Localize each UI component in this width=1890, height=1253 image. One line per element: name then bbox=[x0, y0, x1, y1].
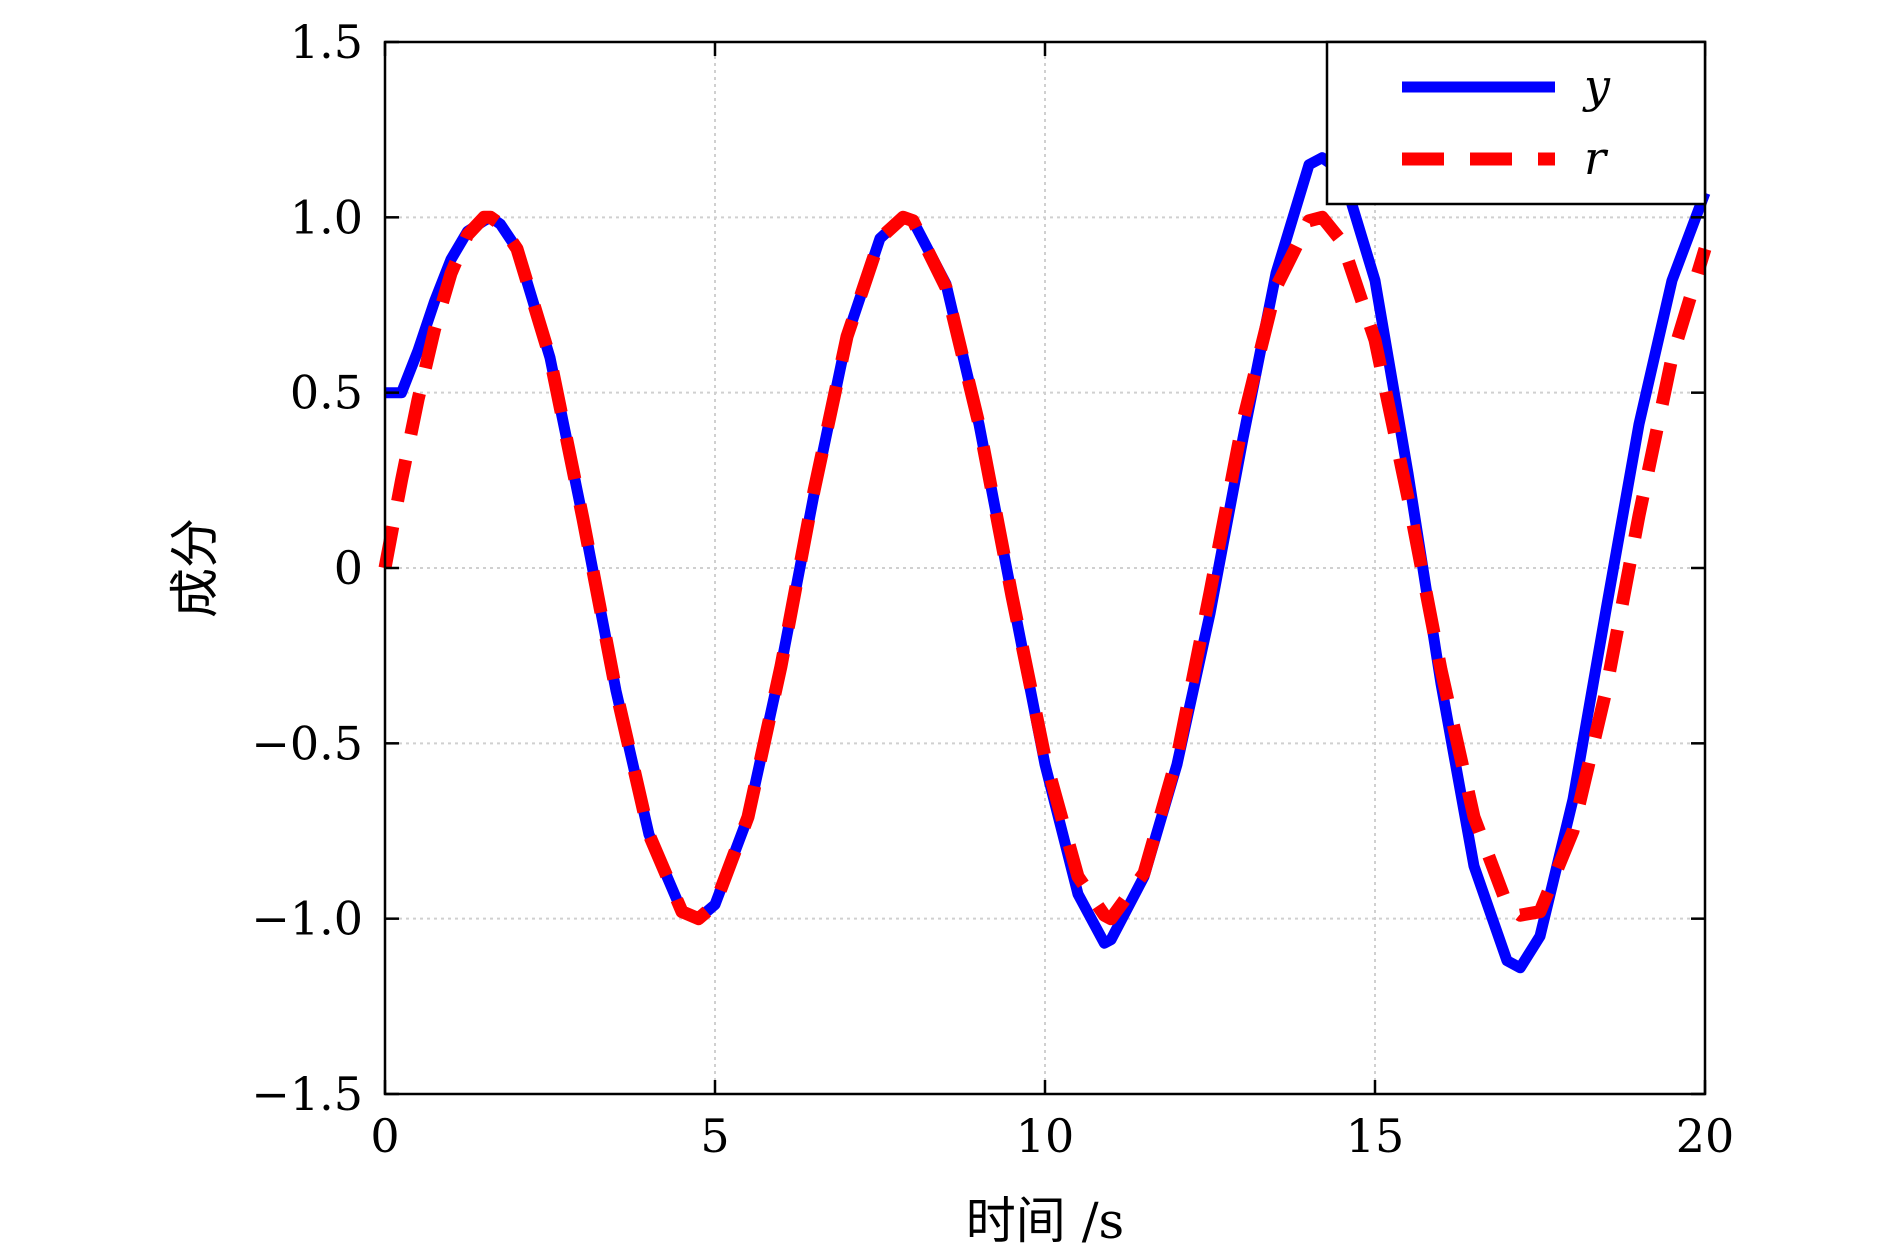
x-tick-label: 10 bbox=[1016, 1109, 1075, 1163]
legend-box bbox=[1325, 40, 1707, 206]
legend: y r bbox=[1325, 40, 1707, 206]
y-axis-label: 成分 bbox=[166, 518, 224, 618]
legend-label-y: y bbox=[1582, 59, 1611, 113]
series-layer bbox=[378, 152, 1712, 974]
y-tick-label: 1.5 bbox=[290, 15, 363, 69]
y-tick-label: −1.5 bbox=[251, 1067, 363, 1121]
y-tick-label: 0 bbox=[334, 541, 363, 595]
x-tick-label: 5 bbox=[700, 1109, 729, 1163]
x-tick-label: 20 bbox=[1676, 1109, 1735, 1163]
x-axis-label: 时间 /s bbox=[966, 1192, 1124, 1250]
y-tick-label: −1.0 bbox=[251, 892, 363, 946]
tick-labels: 0 5 10 15 20 1.5 1.0 0.5 0 −0.5 −1.0 −1.5 bbox=[251, 15, 1734, 1163]
plot-frame bbox=[383, 40, 1707, 1096]
x-tick-label: 15 bbox=[1346, 1109, 1405, 1163]
x-tick-label: 0 bbox=[370, 1109, 399, 1163]
legend-label-r: r bbox=[1584, 131, 1609, 185]
y-tick-label: 1.0 bbox=[290, 190, 363, 244]
y-tick-label: −0.5 bbox=[251, 716, 363, 770]
y-tick-label: 0.5 bbox=[290, 366, 363, 420]
series-line-y bbox=[385, 152, 1711, 974]
